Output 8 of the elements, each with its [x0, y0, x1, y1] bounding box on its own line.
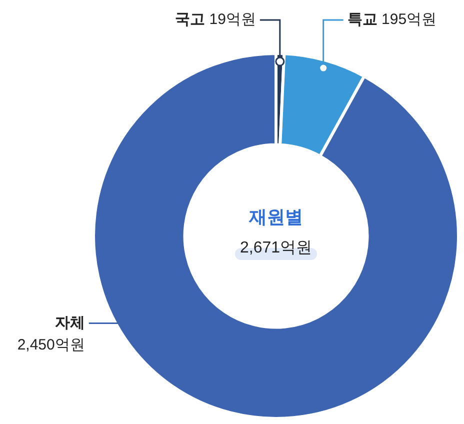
data-label: 19억원: [209, 11, 256, 28]
text: 재원별: [248, 206, 303, 227]
slice-label: 국고: [175, 11, 206, 28]
data-label: 2,450억원: [17, 336, 85, 354]
data-label: 195억원: [382, 11, 437, 28]
slice-label: 특교: [347, 11, 378, 28]
slice-label: 자체: [54, 314, 85, 332]
text: 2,671억원: [240, 239, 312, 256]
